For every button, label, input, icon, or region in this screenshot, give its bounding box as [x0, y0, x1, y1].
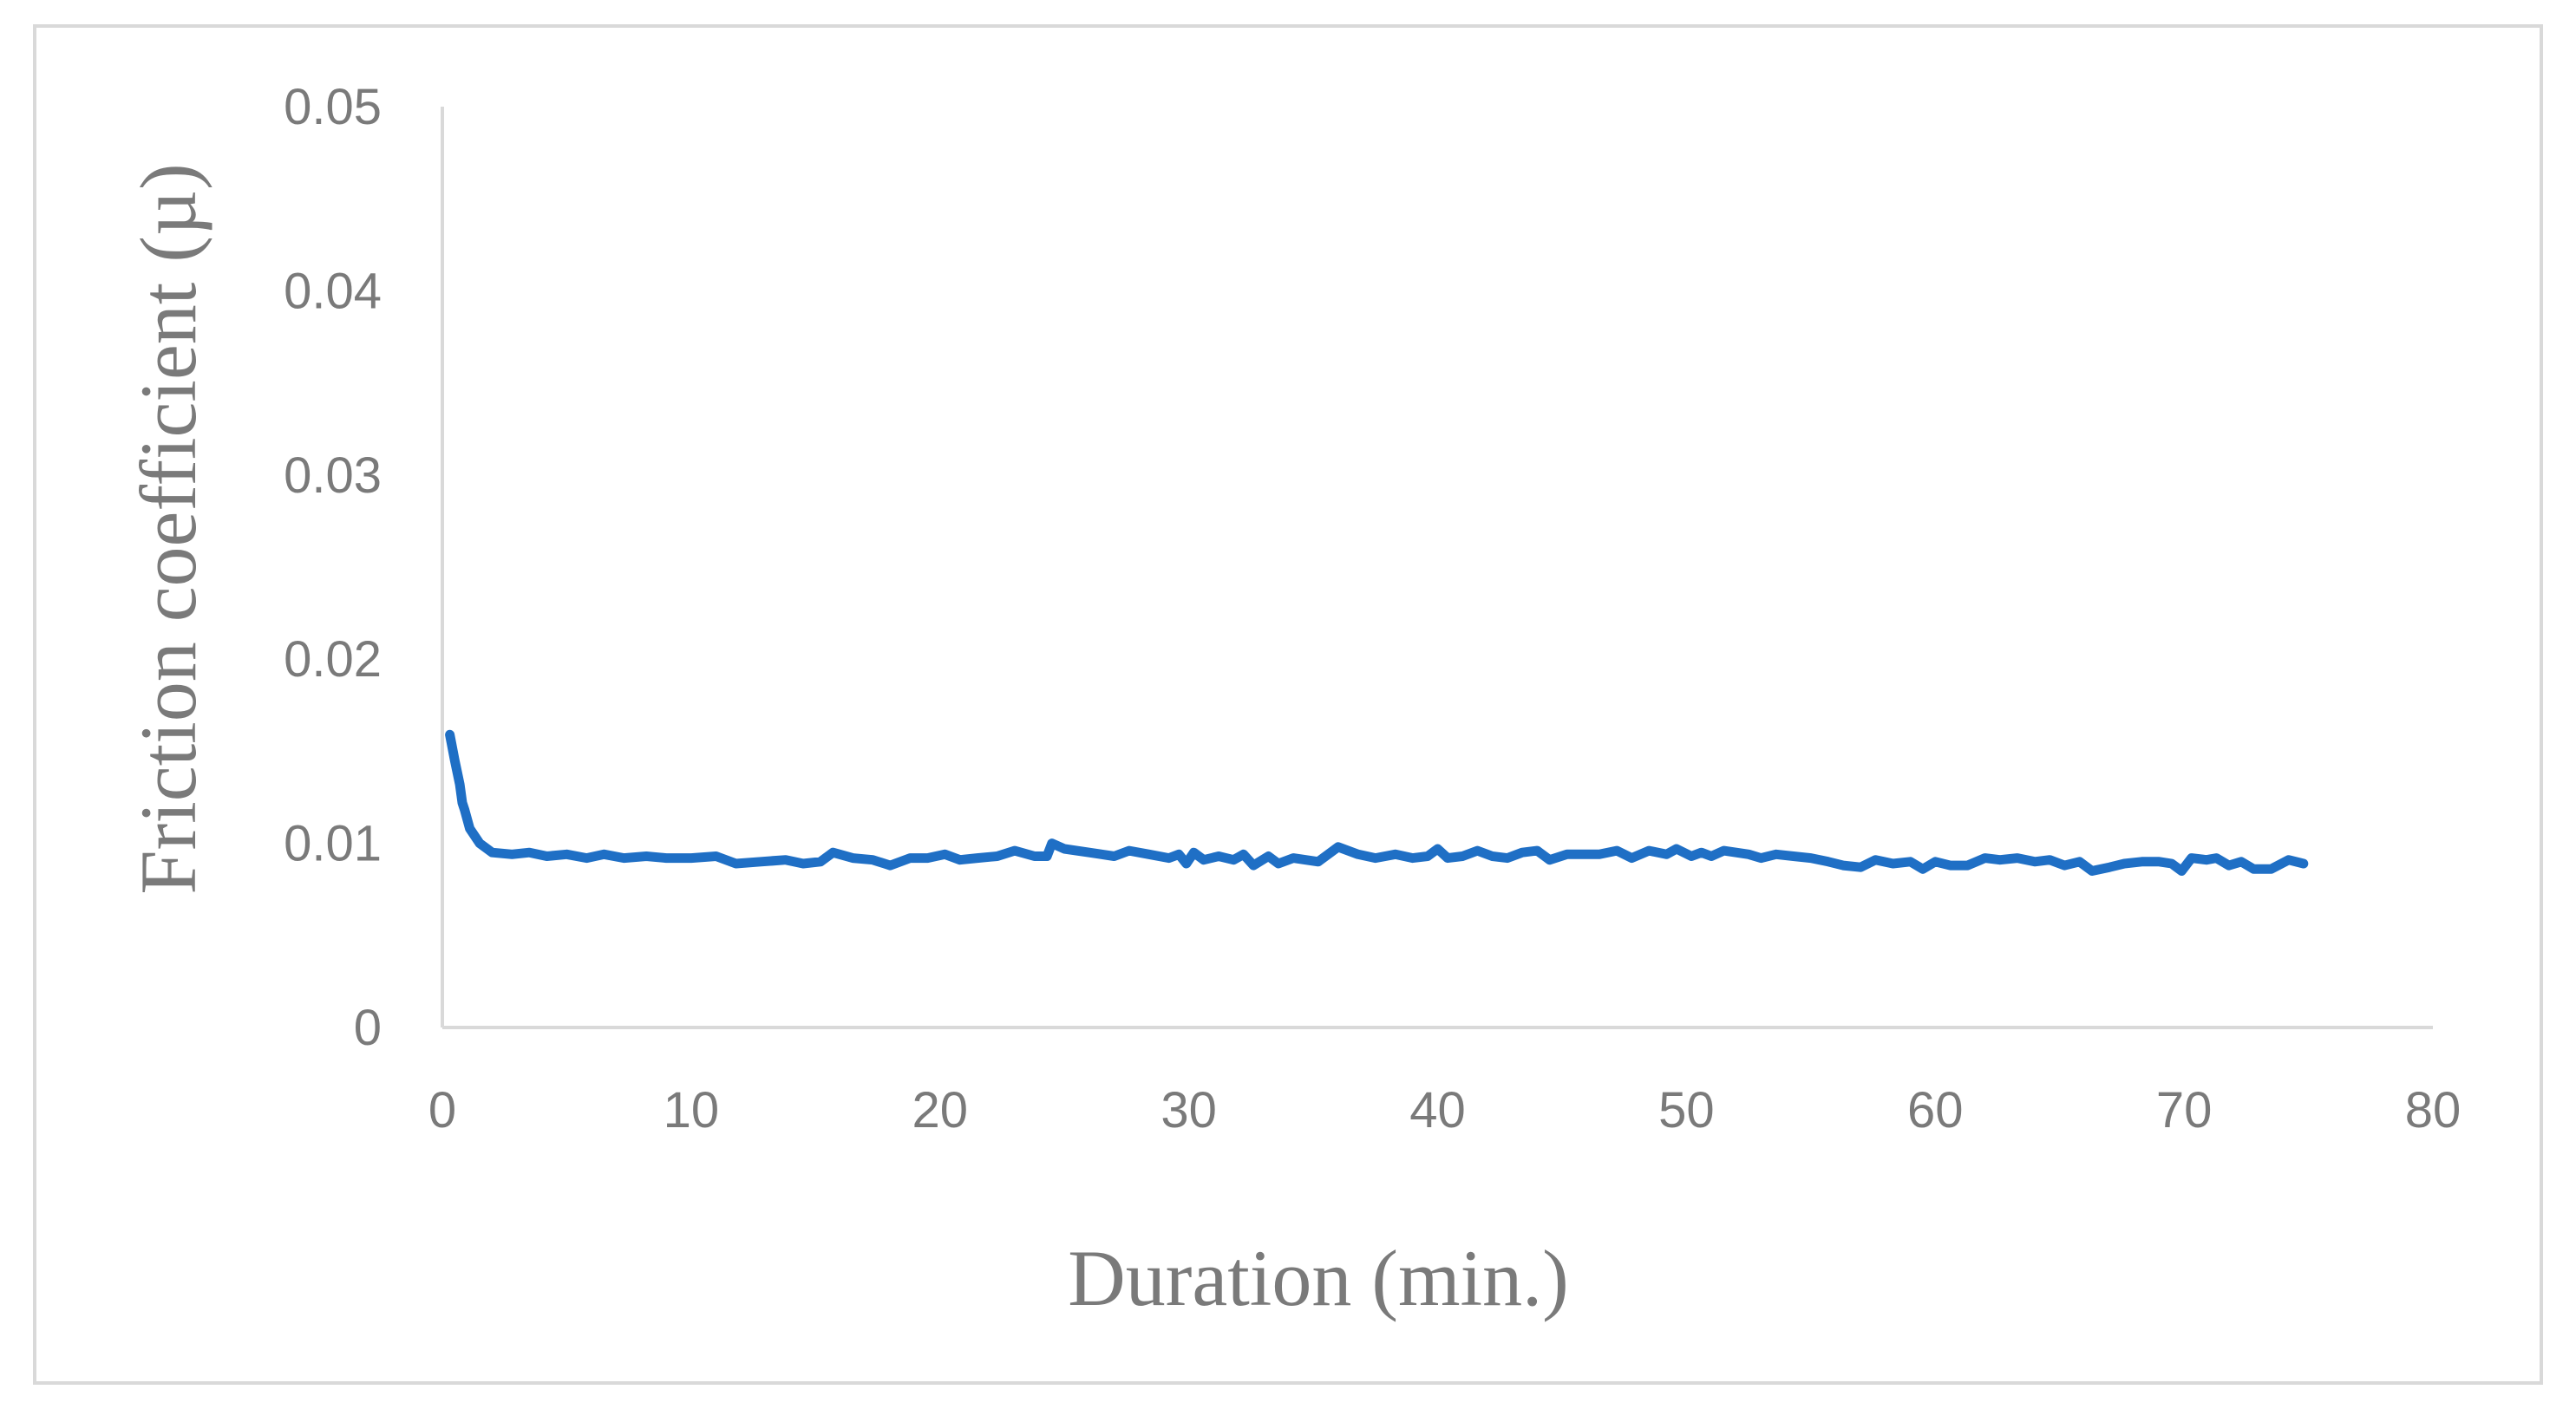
x-tick-label: 40	[1409, 1082, 1466, 1138]
y-axis-title: Friction coefficient (µ)	[124, 163, 212, 894]
y-tick-label: 0.04	[284, 263, 382, 319]
x-tick-label: 70	[2156, 1082, 2213, 1138]
series-line-0	[445, 729, 2309, 876]
x-tick-label: 80	[2405, 1082, 2462, 1138]
x-tick-label: 60	[1907, 1082, 1964, 1138]
y-tick-label: 0	[354, 1000, 382, 1056]
y-tick-label: 0.02	[284, 631, 382, 688]
x-axis-title: Duration (min.)	[1068, 1234, 1568, 1322]
y-tick-label: 0.03	[284, 447, 382, 504]
x-tick-label: 50	[1658, 1082, 1715, 1138]
x-tick-label: 10	[664, 1082, 720, 1138]
y-tick-labels: 0 0.01 0.02 0.03 0.04 0.05	[284, 79, 382, 1056]
y-tick-label: 0.05	[284, 79, 382, 135]
chart-border	[33, 24, 2543, 1385]
x-tick-label: 30	[1161, 1082, 1217, 1138]
series-layer	[445, 729, 2309, 876]
x-tick-labels: 0 10 20 30 40 50 60 70 80	[428, 1082, 2461, 1138]
y-tick-label: 0.01	[284, 816, 382, 872]
x-tick-label: 0	[428, 1082, 456, 1138]
x-tick-label: 20	[912, 1082, 968, 1138]
